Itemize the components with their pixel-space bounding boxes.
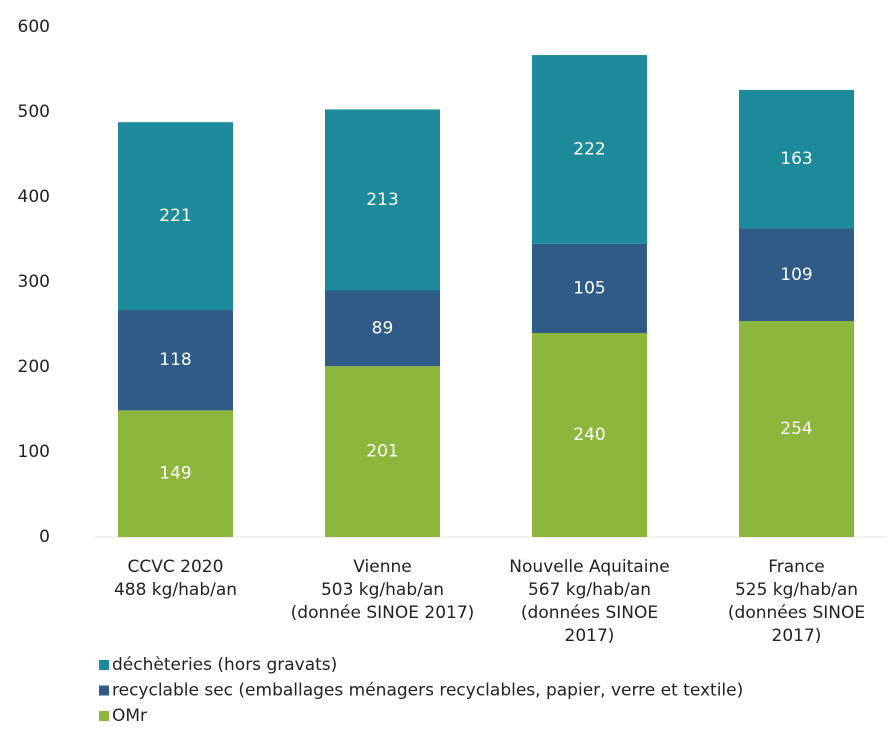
bar-segment bbox=[325, 366, 440, 537]
y-tick-label: 300 bbox=[18, 272, 50, 292]
value-label: 149 bbox=[159, 464, 191, 484]
legend-label: OMr bbox=[112, 706, 147, 726]
value-label: 222 bbox=[573, 139, 605, 159]
bar-segment bbox=[118, 310, 233, 411]
bar-segment bbox=[325, 290, 440, 367]
y-tick-label: 0 bbox=[39, 527, 50, 547]
x-tick-label: (données SINOE bbox=[521, 603, 658, 623]
x-tick-label: 488 kg/hab/an bbox=[114, 580, 237, 600]
x-tick-label: (donnée SINOE 2017) bbox=[291, 603, 475, 623]
x-tick-label: France bbox=[768, 557, 825, 577]
bar-segment bbox=[118, 122, 233, 311]
value-label: 201 bbox=[366, 442, 398, 462]
x-tick-label: Nouvelle Aquitaine bbox=[509, 557, 669, 577]
value-label: 118 bbox=[159, 350, 191, 370]
y-tick-label: 100 bbox=[18, 442, 50, 462]
bar-segment bbox=[532, 243, 647, 333]
x-tick-label: Vienne bbox=[353, 557, 411, 577]
x-tick-label: (données SINOE bbox=[728, 603, 865, 623]
x-tick-label: 2017) bbox=[565, 626, 615, 646]
y-tick-label: 600 bbox=[18, 17, 50, 37]
legend-swatch bbox=[99, 711, 109, 721]
legend-label: déchèteries (hors gravats) bbox=[112, 655, 337, 675]
x-tick-label: CCVC 2020 bbox=[128, 557, 224, 577]
value-label: 240 bbox=[573, 425, 605, 445]
legend-swatch bbox=[99, 685, 109, 696]
x-tick-label: 525 kg/hab/an bbox=[735, 580, 858, 600]
value-label: 163 bbox=[780, 149, 812, 169]
y-tick-label: 200 bbox=[18, 357, 50, 377]
bar-segment bbox=[739, 321, 854, 537]
bar-segment bbox=[118, 410, 233, 537]
value-label: 213 bbox=[366, 190, 398, 210]
y-tick-label: 400 bbox=[18, 187, 50, 207]
value-label: 254 bbox=[780, 419, 812, 439]
x-tick-label: 567 kg/hab/an bbox=[528, 580, 651, 600]
bar-segment bbox=[739, 89, 854, 229]
bar-segment bbox=[532, 55, 647, 244]
value-label: 105 bbox=[573, 278, 605, 298]
legend-label: recyclable sec (emballages ménagers recy… bbox=[112, 681, 743, 701]
legend-swatch bbox=[99, 660, 109, 670]
y-tick-label: 500 bbox=[18, 102, 50, 122]
value-label: 89 bbox=[372, 318, 394, 338]
x-tick-label: 503 kg/hab/an bbox=[321, 580, 444, 600]
x-tick-label: 2017) bbox=[772, 626, 822, 646]
value-label: 109 bbox=[780, 265, 812, 285]
bar-segment bbox=[739, 228, 854, 322]
bar-segment bbox=[532, 333, 647, 537]
value-label: 221 bbox=[159, 206, 191, 226]
bar-segment bbox=[325, 109, 440, 291]
